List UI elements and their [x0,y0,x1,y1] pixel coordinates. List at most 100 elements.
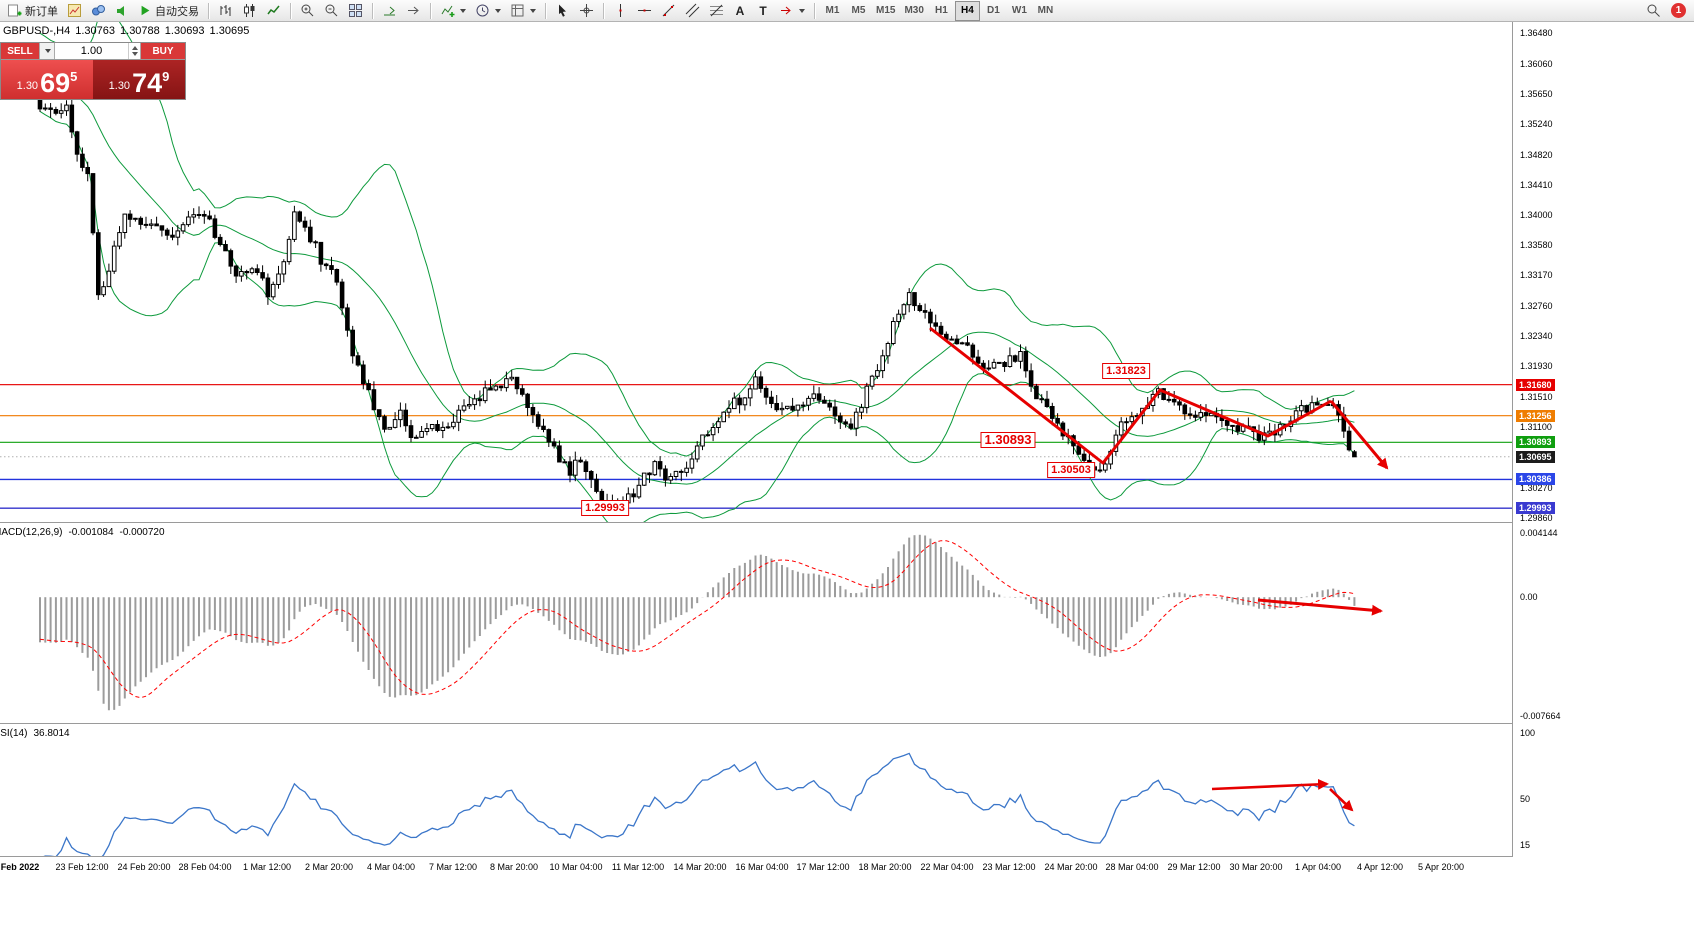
time-axis-label: 4 Apr 12:00 [1356,862,1404,872]
timeframe-m15[interactable]: M15 [872,1,899,21]
buy-price-base: 1.30 [108,80,131,92]
charts-button[interactable] [63,1,86,21]
buy-button[interactable]: BUY [141,43,185,59]
search-button[interactable] [1642,1,1665,21]
timeframe-h1[interactable]: H1 [929,1,954,21]
rsi-label: RSI(14) 36.8014 [0,728,76,739]
timeframe-m5[interactable]: M5 [846,1,871,21]
auto-scroll-button[interactable] [378,1,401,21]
buy-price-button[interactable]: 1.30 74 9 [93,60,185,99]
chart-shift-button[interactable] [402,1,425,21]
volume-dropdown[interactable] [39,43,55,59]
timeframe-w1[interactable]: W1 [1007,1,1032,21]
price-callout[interactable]: 1.31823 [1102,363,1150,379]
horizontal-line-icon [638,9,651,12]
macd-value-signal: -0.000720 [119,527,165,538]
toolbar-separator [603,2,604,19]
templates-button[interactable] [506,1,540,21]
indicators-button[interactable] [436,1,470,21]
price-axis-tick: 1.32340 [1520,331,1553,341]
price-axis-tick: 1.36480 [1520,28,1553,38]
candlestick-button[interactable] [238,1,261,21]
time-axis-label: 14 Mar 20:00 [673,862,727,872]
templates-icon [511,4,524,17]
line-chart-icon [267,5,280,15]
crosshair-button[interactable] [575,1,598,21]
sound-button[interactable] [111,1,134,21]
chevron-down-icon [530,8,536,13]
price-axis-tick: 1.34410 [1520,180,1553,190]
text-tool-button[interactable]: A [729,1,751,21]
buy-price-sup: 9 [162,69,170,84]
zoom-in-button[interactable] [296,1,319,21]
toolbar: 新订单 自动交易 [0,0,1694,22]
line-chart-button[interactable] [262,1,285,21]
time-axis-label: 29 Mar 12:00 [1167,862,1221,872]
price-axis[interactable]: 1.36480 1.36060 1.35650 1.35240 1.34820 1.344… [1513,22,1694,857]
price-badge: 1.30695 [1516,451,1555,463]
sell-price-button[interactable]: 1.30 69 5 [1,60,93,99]
rsi-axis-tick: 15 [1520,840,1531,850]
time-axis[interactable]: Feb 2022 23 Feb 12:00 24 Feb 20:00 28 Feb 0… [0,857,1694,877]
volume-stepper[interactable] [128,43,141,59]
time-axis-label: 28 Mar 04:00 [1105,862,1159,872]
new-order-button[interactable]: 新订单 [3,1,62,21]
fibonacci-button[interactable] [705,1,728,21]
price-callout[interactable]: 1.29993 [581,500,629,516]
cursor-button[interactable] [551,1,574,21]
chevron-down-icon [799,8,805,13]
macd-canvas[interactable] [0,523,1513,723]
price-axis-tick: 1.30270 [1520,483,1553,493]
time-axis-label: 4 Mar 04:00 [366,862,416,872]
price-callout[interactable]: 1.30503 [1047,462,1095,478]
ohlc-high: 1.30788 [120,25,160,37]
bar-chart-button[interactable] [214,1,237,21]
macd-name: MACD(12,26,9) [0,527,63,538]
timeframe-d1[interactable]: D1 [981,1,1006,21]
timeframe-h4[interactable]: H4 [954,0,980,21]
price-badge: 1.31680 [1516,379,1555,391]
tile-windows-button[interactable] [344,1,367,21]
profiles-button[interactable] [87,1,110,21]
periods-button[interactable] [471,1,505,21]
auto-trading-button[interactable]: 自动交易 [135,1,203,21]
timeframe-mn[interactable]: MN [1033,1,1058,21]
indicators-icon [441,5,455,17]
panel-separator[interactable] [0,723,1694,724]
toolbar-separator [814,2,815,19]
trendline-button[interactable] [657,1,680,21]
panel-separator[interactable] [0,522,1694,523]
sell-button[interactable]: SELL [1,43,39,59]
notification-badge[interactable]: 1 [1671,3,1686,18]
timeframe-m30[interactable]: M30 [900,1,927,21]
time-axis-label: 18 Mar 20:00 [858,862,912,872]
chevron-down-icon [45,49,51,53]
volume-input[interactable] [55,43,128,59]
price-axis-tick: 1.31100 [1520,422,1552,432]
time-axis-label: 8 Mar 20:00 [489,862,539,872]
price-callout[interactable]: 1.30893 [980,432,1036,448]
shapes-button[interactable] [775,1,809,21]
zoom-out-button[interactable] [320,1,343,21]
crosshair-icon [580,4,593,17]
rsi-value: 36.8014 [33,728,70,739]
main-chart-canvas[interactable] [0,22,1513,522]
time-axis-label: 11 Mar 12:00 [611,862,665,872]
price-badge: 1.29993 [1516,502,1555,514]
rsi-name: RSI(14) [0,728,28,739]
rsi-canvas[interactable] [0,724,1513,856]
vertical-line-button[interactable] [609,1,632,21]
price-axis-border [1512,22,1513,857]
ohlc-low: 1.30693 [164,25,205,37]
channel-button[interactable] [681,1,704,21]
chart-title: GBPUSD-,H4 [3,25,71,37]
timeframe-m1[interactable]: M1 [820,1,845,21]
horizontal-line-button[interactable] [633,1,656,21]
auto-trading-label: 自动交易 [155,5,199,18]
price-axis-tick: 1.35650 [1520,89,1553,99]
label-tool-button[interactable]: T [752,1,774,21]
charts-icon [68,4,81,17]
chart-header: GBPUSD-,H4 1.30763 1.30788 1.30693 1.30695 [3,25,254,37]
cursor-icon [559,4,566,17]
